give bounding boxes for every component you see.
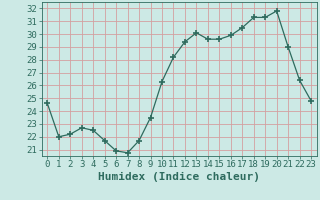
X-axis label: Humidex (Indice chaleur): Humidex (Indice chaleur) [98,172,260,182]
